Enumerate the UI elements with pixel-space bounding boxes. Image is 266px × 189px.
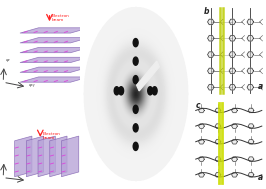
Polygon shape [207,19,214,25]
Polygon shape [15,136,32,177]
Polygon shape [20,77,89,82]
Polygon shape [229,84,236,90]
Polygon shape [199,157,204,161]
Polygon shape [50,136,67,177]
Polygon shape [61,136,79,177]
Polygon shape [232,124,237,128]
Polygon shape [229,68,236,74]
Polygon shape [232,108,237,113]
Text: Electron
beam: Electron beam [52,14,69,22]
Text: a: a [257,173,263,182]
Polygon shape [20,67,89,72]
Polygon shape [199,108,204,113]
Polygon shape [20,38,89,43]
Polygon shape [207,52,214,57]
Circle shape [114,87,119,95]
Circle shape [148,87,153,95]
Polygon shape [215,139,221,144]
Polygon shape [229,36,236,41]
Polygon shape [207,84,214,90]
Circle shape [133,124,138,132]
Polygon shape [215,108,221,113]
Polygon shape [26,136,44,177]
Polygon shape [20,28,89,33]
Polygon shape [248,108,254,113]
Polygon shape [207,68,214,74]
Polygon shape [247,36,253,41]
Polygon shape [229,19,236,25]
Polygon shape [20,47,89,53]
Circle shape [152,87,157,95]
Polygon shape [199,173,204,177]
Polygon shape [232,157,237,161]
Text: a: a [257,82,263,91]
Polygon shape [247,52,253,57]
Polygon shape [247,84,253,90]
Polygon shape [232,139,237,144]
Polygon shape [232,173,237,177]
Text: b: b [204,6,209,15]
Polygon shape [229,52,236,57]
Circle shape [133,76,138,84]
Text: c: c [196,101,200,110]
Circle shape [133,39,138,47]
Text: $q_z$: $q_z$ [5,57,10,64]
Polygon shape [247,19,253,25]
Circle shape [133,105,138,113]
Polygon shape [248,157,254,161]
Polygon shape [38,136,55,177]
Polygon shape [207,36,214,41]
Polygon shape [247,68,253,74]
Polygon shape [248,124,254,128]
Polygon shape [248,173,254,177]
Text: $q_{xy}$: $q_{xy}$ [28,82,36,90]
FancyArrow shape [137,61,159,91]
Circle shape [133,142,138,150]
Polygon shape [20,57,89,63]
Circle shape [133,57,138,65]
Polygon shape [199,139,204,144]
Text: Electron
beam: Electron beam [42,132,60,140]
Polygon shape [199,124,204,128]
Polygon shape [248,139,254,144]
Polygon shape [215,157,221,161]
Circle shape [119,87,124,95]
Polygon shape [215,173,221,177]
Polygon shape [215,124,221,128]
